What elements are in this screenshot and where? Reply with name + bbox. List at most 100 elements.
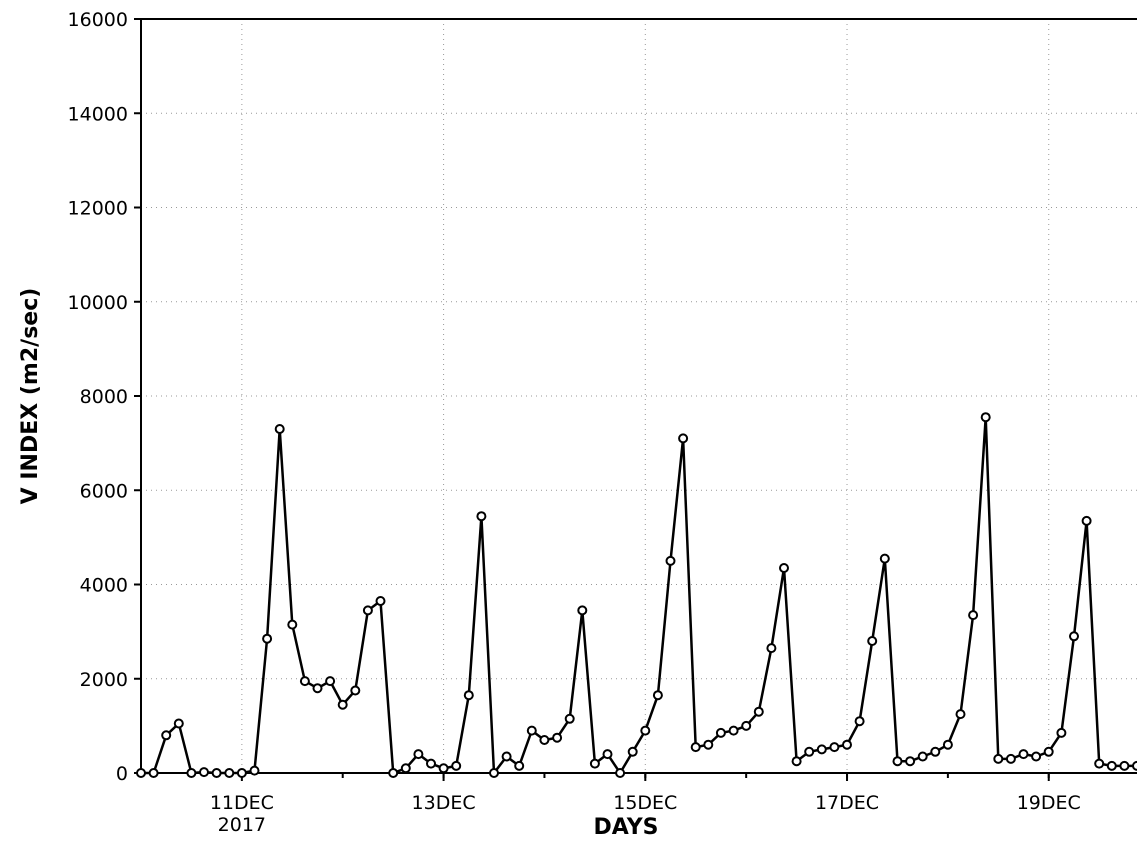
data-point [930,746,941,757]
y-tick-label: 6000 [80,480,128,502]
y-tick-label: 16000 [68,9,128,31]
y-tick-label: 10000 [68,292,128,314]
data-point [589,758,600,769]
data-point [703,739,714,750]
data-point [980,412,991,423]
x-tick-sublabel: 2017 [218,814,266,836]
data-point [489,768,499,778]
data-point [211,768,222,778]
x-tick-label: 13DEC [412,792,476,814]
data-point [842,739,852,750]
data-point [262,633,273,644]
data-point [766,643,777,654]
data-point [1056,727,1067,738]
data-point [564,713,575,724]
data-point [388,768,399,778]
data-point [362,605,373,616]
x-axis-title: DAYS [594,815,659,840]
data-point [312,683,323,694]
data-point [690,742,701,753]
data-point [753,706,764,717]
data-point [337,699,348,710]
data-point [148,768,159,778]
data-point [1005,753,1016,764]
data-point [161,730,172,741]
data-point [350,685,361,696]
data-point [715,727,726,738]
data-point [829,742,840,753]
data-point [867,636,878,646]
data-point [539,735,550,745]
data-point [501,751,512,762]
data-point [1018,749,1029,760]
data-point [236,768,247,778]
y-tick-label: 0 [116,763,128,785]
data-point [1094,758,1105,769]
data-point [917,751,928,762]
data-point [640,725,651,736]
data-point [804,746,815,757]
y-tick-label: 4000 [80,575,128,597]
data-point [615,768,626,778]
data-point [816,744,827,755]
data-point [678,433,689,444]
data-point [426,758,436,769]
data-point [552,732,563,743]
data-point [665,555,676,566]
data-point [274,424,285,434]
data-point [942,739,953,750]
data-point [955,709,966,720]
tick-labels: 0 2000 4000 6000 8000 10000 12000 14000 16000 11D… [68,9,1081,836]
data-point [1106,760,1117,771]
series [136,412,1137,778]
data-point [375,596,386,606]
data-point [438,763,449,774]
data-point [1119,760,1130,771]
data-point [400,763,411,774]
data-point [173,718,184,729]
data-point [1132,760,1137,771]
data-point [287,619,298,630]
grid [141,19,1137,773]
data-point [741,720,752,731]
data-point [1069,631,1079,642]
data-point [299,676,310,687]
data-point [476,511,487,522]
data-point [854,716,865,727]
data-point [791,756,802,767]
data-point [577,605,588,616]
data-point [892,756,903,767]
data-point [627,746,638,757]
data-point [652,690,663,701]
data-point [463,690,474,701]
data-point [136,768,146,778]
data-point [451,760,462,771]
data-point [186,768,197,778]
y-tick-label: 2000 [80,669,128,691]
data-point [249,765,260,776]
series-line [141,417,1137,777]
data-point [1031,751,1042,762]
data-point [993,753,1004,764]
data-point [602,749,613,760]
y-tick-label: 8000 [80,386,128,408]
x-tick-label: 19DEC [1017,792,1081,814]
data-point [526,725,537,736]
y-tick-label: 12000 [68,198,128,220]
data-point [905,756,916,767]
data-point [968,610,979,621]
data-point [728,725,739,736]
data-point [325,676,336,687]
x-tick-label: 17DEC [815,792,879,814]
data-point [514,760,525,771]
data-point [199,767,209,778]
axes [134,18,1137,781]
y-tick-label: 14000 [68,103,128,125]
x-tick-label: 11DEC [210,792,274,814]
data-point [779,563,789,573]
data-point [1043,746,1054,757]
data-point [1081,515,1092,526]
x-tick-label: 15DEC [613,792,677,814]
data-point [413,749,424,760]
